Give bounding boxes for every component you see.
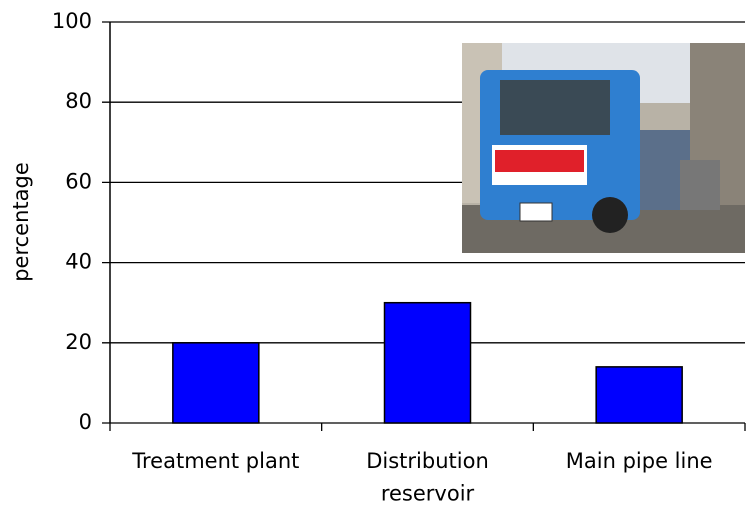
y-tick-label: 20 bbox=[65, 330, 92, 354]
y-axis-label: percentage bbox=[9, 162, 33, 282]
inset-photo bbox=[462, 43, 745, 253]
y-tick-label: 0 bbox=[79, 410, 92, 434]
y-tick-label: 60 bbox=[65, 169, 92, 193]
y-tick-label: 80 bbox=[65, 89, 92, 113]
x-tick-label: Treatment plant bbox=[131, 449, 299, 473]
y-tick-label: 40 bbox=[65, 250, 92, 274]
bar bbox=[385, 303, 471, 423]
x-tick-label: Main pipe line bbox=[566, 449, 713, 473]
chart: percentage 0 20 40 60 80 100 Treatment plant Di… bbox=[0, 0, 747, 511]
bar bbox=[596, 367, 682, 423]
y-tick-label: 100 bbox=[52, 9, 92, 33]
bar bbox=[173, 343, 259, 423]
